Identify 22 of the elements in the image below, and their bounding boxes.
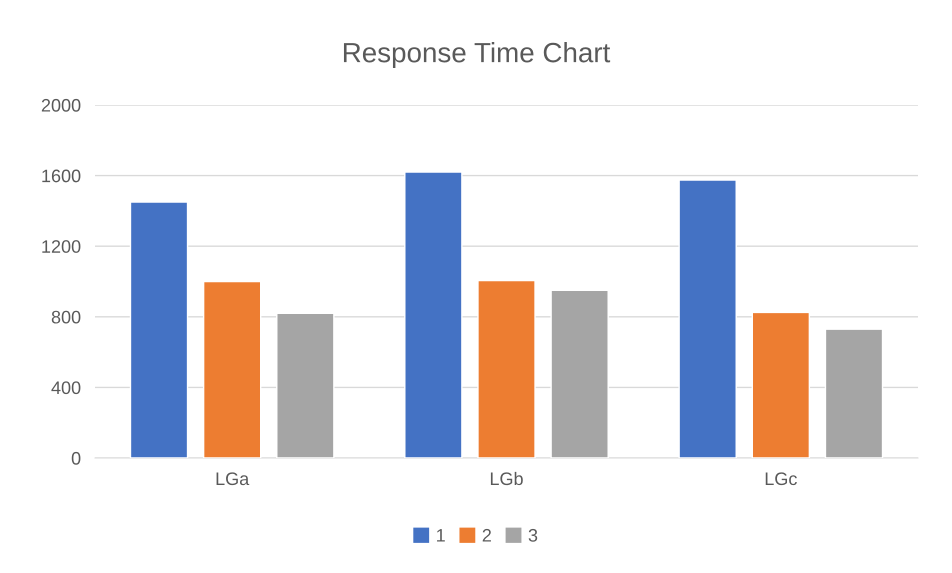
- legend-label: 3: [528, 528, 538, 542]
- legend-label: 2: [482, 528, 491, 542]
- bar: [130, 201, 188, 458]
- y-tick-label: 800: [52, 310, 80, 324]
- bar: [477, 280, 536, 458]
- bar: [404, 171, 463, 458]
- y-tick-label: 1600: [42, 170, 80, 182]
- chart-title: Response Time Chart: [344, 42, 610, 68]
- bar: [276, 312, 335, 458]
- y-tick-label: 2000: [42, 98, 80, 112]
- y-tick-label: 0: [72, 452, 80, 465]
- bar: [678, 179, 737, 458]
- y-tick-label: 400: [51, 381, 80, 394]
- x-tick-label: LGb: [490, 472, 523, 486]
- bar: [752, 312, 810, 458]
- x-tick-label: LGa: [216, 472, 250, 486]
- bar: [550, 290, 609, 458]
- legend-label: 1: [437, 529, 445, 542]
- x-tick-label: LGc: [766, 472, 797, 486]
- bar: [824, 328, 884, 458]
- y-tick-label: 1200: [42, 240, 80, 253]
- bar: [202, 280, 262, 458]
